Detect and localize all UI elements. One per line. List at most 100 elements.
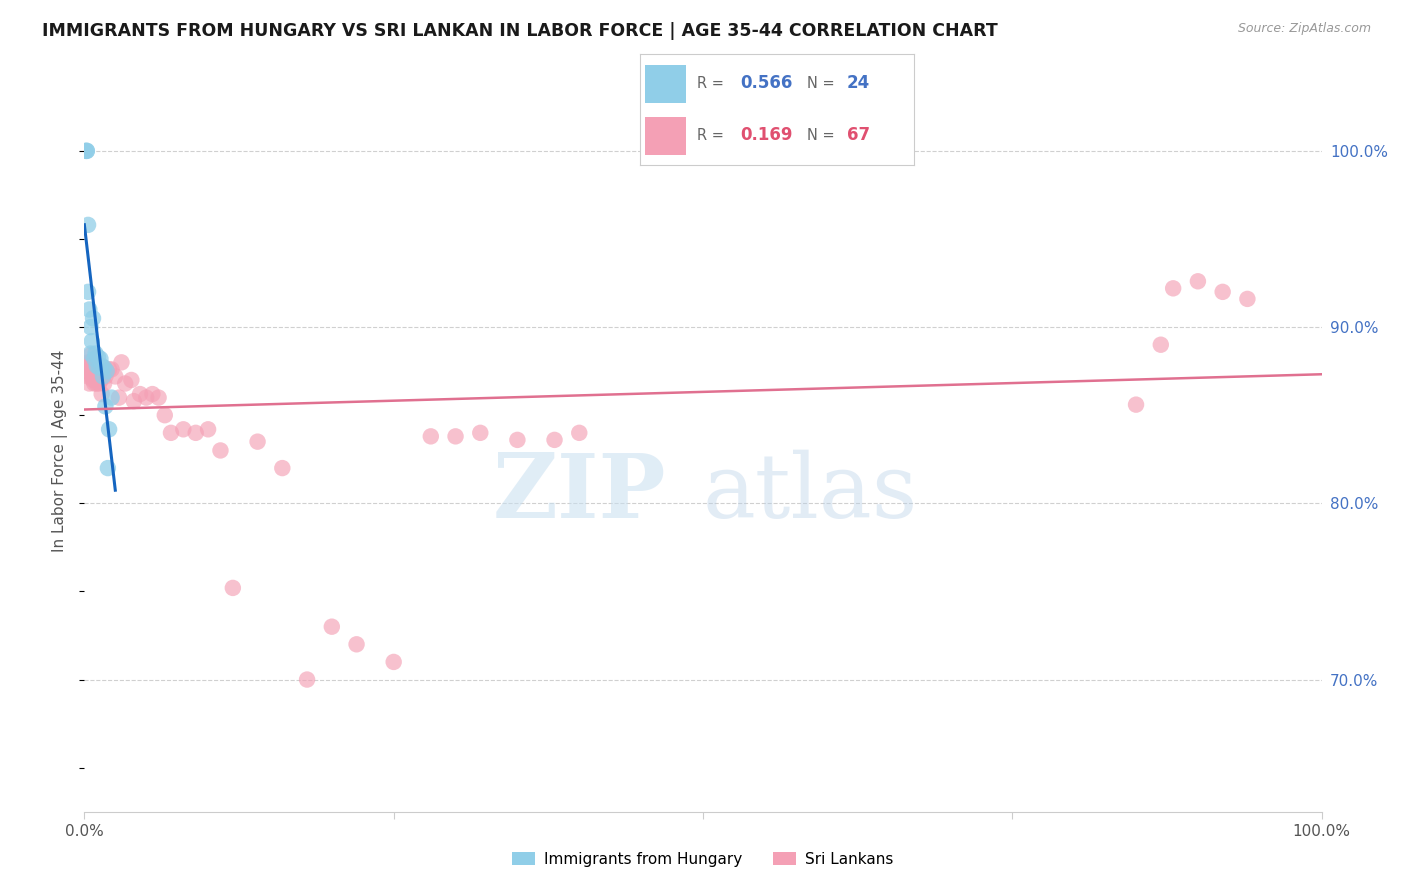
Text: atlas: atlas: [703, 450, 918, 538]
Point: [83, 364, 105, 378]
Point: [135, 391, 157, 405]
Point: [1150, 337, 1173, 351]
Point: [75, 144, 97, 158]
Point: [382, 655, 405, 669]
Point: [346, 637, 368, 651]
Point: [80, 334, 103, 349]
Point: [84, 346, 107, 360]
Legend: Immigrants from Hungary, Sri Lankans: Immigrants from Hungary, Sri Lankans: [506, 846, 900, 872]
Point: [1187, 274, 1209, 288]
Point: [209, 443, 232, 458]
Text: R =: R =: [697, 76, 724, 91]
Point: [84, 369, 107, 384]
Point: [100, 362, 122, 376]
Point: [184, 425, 207, 440]
Point: [1212, 285, 1234, 299]
Text: IMMIGRANTS FROM HUNGARY VS SRI LANKAN IN LABOR FORCE | AGE 35-44 CORRELATION CHA: IMMIGRANTS FROM HUNGARY VS SRI LANKAN IN…: [42, 22, 998, 40]
Point: [568, 425, 591, 440]
Point: [76, 144, 98, 158]
Text: N =: N =: [807, 76, 835, 91]
Point: [80, 359, 103, 373]
Point: [93, 366, 115, 380]
Point: [153, 408, 176, 422]
Point: [100, 391, 122, 405]
Point: [76, 144, 98, 158]
Point: [96, 364, 118, 378]
FancyBboxPatch shape: [645, 65, 686, 103]
Text: Source: ZipAtlas.com: Source: ZipAtlas.com: [1237, 22, 1371, 36]
Point: [89, 373, 111, 387]
Point: [543, 433, 565, 447]
Point: [89, 351, 111, 366]
Point: [89, 376, 111, 391]
Text: R =: R =: [697, 128, 724, 143]
Point: [86, 376, 108, 391]
Point: [114, 376, 136, 391]
Point: [83, 376, 105, 391]
Point: [222, 581, 245, 595]
Point: [97, 461, 120, 475]
Y-axis label: In Labor Force | Age 35-44: In Labor Force | Age 35-44: [52, 350, 69, 551]
Point: [79, 320, 101, 334]
Point: [86, 359, 108, 373]
Point: [91, 369, 114, 384]
Text: 0.566: 0.566: [740, 74, 792, 92]
Point: [77, 369, 100, 384]
Point: [295, 673, 318, 687]
Point: [89, 360, 111, 375]
Point: [93, 376, 115, 391]
Point: [506, 433, 529, 447]
Point: [82, 373, 104, 387]
Point: [84, 373, 107, 387]
Text: ZIP: ZIP: [492, 450, 666, 537]
Point: [89, 366, 111, 380]
Point: [79, 302, 101, 317]
Point: [79, 348, 101, 362]
Text: 0.169: 0.169: [740, 127, 793, 145]
Point: [98, 422, 121, 436]
Point: [77, 285, 100, 299]
Point: [129, 387, 152, 401]
Point: [120, 373, 142, 387]
Point: [89, 364, 111, 378]
Point: [172, 422, 194, 436]
Point: [79, 346, 101, 360]
Point: [444, 429, 467, 443]
Point: [148, 391, 170, 405]
Point: [90, 359, 112, 373]
Point: [197, 422, 219, 436]
FancyBboxPatch shape: [645, 117, 686, 155]
Point: [75, 359, 97, 373]
Point: [82, 364, 104, 378]
Point: [419, 429, 441, 443]
Point: [246, 434, 269, 449]
Point: [271, 461, 294, 475]
Point: [77, 218, 100, 232]
Point: [110, 355, 132, 369]
Point: [104, 369, 127, 384]
Point: [87, 366, 110, 380]
Point: [82, 311, 104, 326]
Point: [1236, 292, 1258, 306]
Point: [79, 362, 101, 376]
Point: [160, 425, 183, 440]
Text: 24: 24: [846, 74, 870, 92]
Point: [98, 362, 121, 376]
Text: N =: N =: [807, 128, 835, 143]
Point: [83, 351, 105, 366]
Point: [94, 400, 117, 414]
Point: [79, 376, 101, 391]
Point: [94, 369, 117, 384]
Point: [87, 373, 110, 387]
Text: 67: 67: [846, 127, 870, 145]
Point: [90, 387, 112, 401]
Point: [79, 355, 101, 369]
Point: [76, 364, 98, 378]
Point: [1161, 281, 1184, 295]
Point: [141, 387, 163, 401]
Point: [470, 425, 492, 440]
Point: [96, 364, 118, 378]
Point: [91, 364, 114, 378]
Point: [93, 360, 115, 375]
Point: [122, 394, 145, 409]
